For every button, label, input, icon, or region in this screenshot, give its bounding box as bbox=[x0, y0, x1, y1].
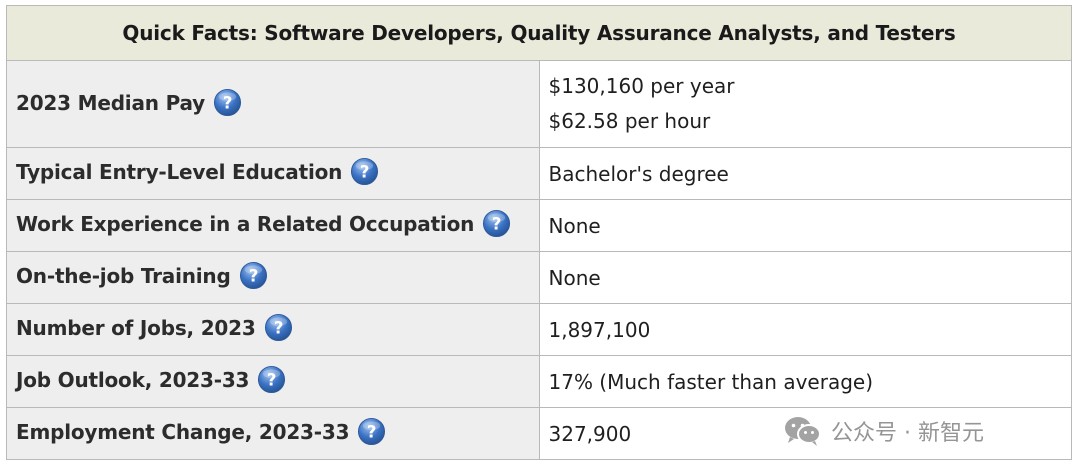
question-mark-circle-icon[interactable]: ? bbox=[350, 157, 379, 186]
row-label-text: On-the-job Training bbox=[16, 264, 231, 288]
watermark-text: 公众号 · 新智元 bbox=[831, 421, 984, 446]
question-mark-circle-icon[interactable]: ? bbox=[357, 417, 386, 446]
question-mark-circle-icon[interactable]: ? bbox=[482, 209, 511, 238]
svg-text:?: ? bbox=[267, 370, 276, 389]
row-label-number-of-jobs: Number of Jobs, 2023? bbox=[6, 303, 540, 356]
row-value-number-of-jobs: 1,897,100 bbox=[538, 303, 1072, 356]
svg-text:?: ? bbox=[273, 318, 282, 337]
table-row: On-the-job Training? None bbox=[6, 251, 1072, 304]
row-value-work-experience: None bbox=[538, 199, 1072, 252]
svg-text:?: ? bbox=[223, 93, 232, 112]
median-pay-hourly: $62.58 per hour bbox=[548, 109, 711, 133]
row-value-job-outlook: 17% (Much faster than average) bbox=[538, 355, 1072, 408]
row-label-median-pay: 2023 Median Pay? bbox=[6, 60, 540, 148]
svg-text:?: ? bbox=[367, 422, 376, 441]
table-row: 2023 Median Pay? $130,160 per year $62.5… bbox=[6, 60, 1072, 148]
question-mark-circle-icon[interactable]: ? bbox=[264, 313, 293, 342]
quick-facts-table: Quick Facts: Software Developers, Qualit… bbox=[6, 5, 1072, 460]
row-label-job-outlook: Job Outlook, 2023-33? bbox=[6, 355, 540, 408]
table-row: Job Outlook, 2023-33? 17% (Much faster t… bbox=[6, 355, 1072, 408]
watermark: 公众号 · 新智元 bbox=[783, 414, 984, 448]
table-header-row: Quick Facts: Software Developers, Qualit… bbox=[6, 5, 1072, 61]
row-value-education: Bachelor's degree bbox=[538, 147, 1072, 200]
svg-text:?: ? bbox=[248, 266, 257, 285]
row-label-text: Typical Entry-Level Education bbox=[16, 160, 343, 184]
row-label-employment-change: Employment Change, 2023-33? bbox=[6, 407, 540, 460]
table-row: Work Experience in a Related Occupation?… bbox=[6, 199, 1072, 252]
median-pay-yearly: $130,160 per year bbox=[548, 74, 735, 98]
row-label-text: 2023 Median Pay bbox=[16, 90, 206, 115]
row-label-text: Number of Jobs, 2023 bbox=[16, 316, 256, 340]
table-row: Number of Jobs, 2023? 1,897,100 bbox=[6, 303, 1072, 356]
table-title: Quick Facts: Software Developers, Qualit… bbox=[6, 5, 1072, 61]
row-value-training: None bbox=[538, 251, 1072, 304]
svg-text:?: ? bbox=[360, 162, 369, 181]
row-label-text: Work Experience in a Related Occupation bbox=[16, 212, 475, 236]
row-label-text: Job Outlook, 2023-33 bbox=[16, 368, 250, 392]
question-mark-circle-icon[interactable]: ? bbox=[213, 88, 242, 117]
svg-text:?: ? bbox=[492, 214, 501, 233]
question-mark-circle-icon[interactable]: ? bbox=[239, 261, 268, 290]
row-label-text: Employment Change, 2023-33 bbox=[16, 420, 350, 444]
table-row: Typical Entry-Level Education? Bachelor'… bbox=[6, 147, 1072, 200]
row-label-work-experience: Work Experience in a Related Occupation? bbox=[6, 199, 540, 252]
row-label-training: On-the-job Training? bbox=[6, 251, 540, 304]
row-label-education: Typical Entry-Level Education? bbox=[6, 147, 540, 200]
wechat-icon bbox=[785, 417, 821, 446]
question-mark-circle-icon[interactable]: ? bbox=[257, 365, 286, 394]
row-value-median-pay: $130,160 per year $62.58 per hour bbox=[538, 60, 1072, 148]
